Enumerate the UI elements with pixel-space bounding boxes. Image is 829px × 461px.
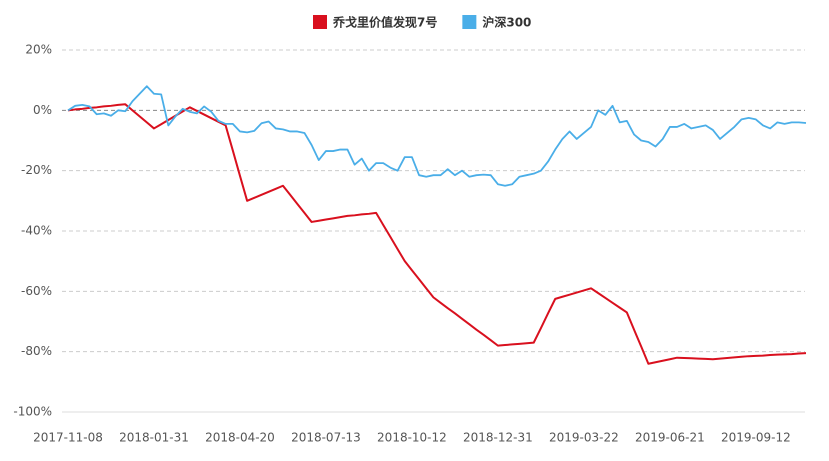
y-tick-label: 0% [33,103,52,117]
y-tick-label: -20% [21,163,52,177]
x-tick-label: 2018-04-20 [205,431,275,445]
x-tick-label: 2019-09-12 [721,431,791,445]
legend-swatch [313,15,327,29]
y-tick-label: -100% [13,405,52,419]
x-tick-label: 2019-06-21 [635,431,705,445]
y-tick-label: 20% [25,43,52,57]
legend-label: 沪深300 [482,15,531,30]
x-tick-label: 2018-01-31 [119,431,189,445]
legend-label: 乔戈里价值发现7号 [332,15,437,30]
x-tick-label: 2018-10-12 [377,431,447,445]
x-tick-label: 2018-12-31 [463,431,533,445]
y-tick-label: -80% [21,344,52,358]
series-line [67,85,807,187]
x-tick-label: 2019-03-22 [549,431,619,445]
y-tick-label: -40% [21,224,52,238]
y-tick-label: -60% [21,284,52,298]
x-tick-label: 2017-11-08 [33,431,103,445]
legend-swatch [462,15,477,29]
series-line [67,103,807,365]
x-tick-label: 2018-07-13 [291,431,361,445]
